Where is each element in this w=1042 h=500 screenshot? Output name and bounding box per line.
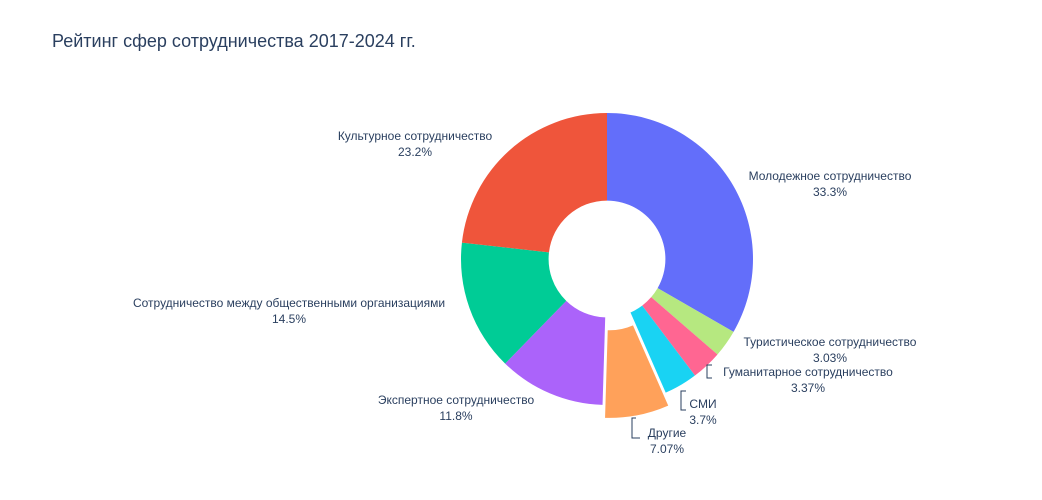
slice-percent-6: 11.8% [439,409,472,423]
slice-name-5: Другие [648,426,687,440]
slice-name-8: Культурное сотрудничество [338,129,493,143]
slice-label-3: Гуманитарное сотрудничество 3.37% [723,365,893,395]
slice-3[interactable] [642,297,718,376]
slice-percent-5: 7.07% [650,442,684,456]
slice-4[interactable] [630,305,695,393]
slice-name-1: Молодежное сотрудничество [749,169,912,183]
slice-label-2: Туристическое сотрудничество 3.03% [744,335,917,365]
slice-name-7: Сотрудничество между общественными орган… [133,296,445,310]
slice-6[interactable] [505,300,606,405]
slice-percent-4: 3.7% [689,413,717,427]
slice-2[interactable] [651,288,734,355]
slice-name-3: Гуманитарное сотрудничество [723,365,893,379]
slice-percent-2: 3.03% [813,351,847,365]
chart-title: Рейтинг сфер сотрудничества 2017-2024 гг… [52,31,416,51]
slice-label-4: СМИ 3.7% [689,397,717,427]
leader-line-5 [631,417,640,439]
slice-1[interactable] [607,113,753,332]
slice-percent-7: 14.5% [272,312,306,326]
slice-label-5: Другие 7.07% [648,426,687,456]
leader-line-3 [706,364,712,379]
slice-percent-1: 33.3% [813,185,847,199]
slice-8[interactable] [461,113,607,253]
slice-name-6: Экспертное сотрудничество [378,393,535,407]
slice-label-8: Культурное сотрудничество 23.2% [338,129,493,159]
slice-7[interactable] [461,242,567,364]
slice-label-1: Молодежное сотрудничество 33.3% [749,169,912,199]
slice-percent-8: 23.2% [398,145,432,159]
leader-line-4 [680,390,686,411]
slice-name-2: Туристическое сотрудничество [744,335,917,349]
slice-5[interactable] [605,325,669,418]
slice-percent-3: 3.37% [791,381,825,395]
slice-label-6: Экспертное сотрудничество 11.8% [378,393,535,423]
slice-label-7: Сотрудничество между общественными орган… [133,296,445,326]
slice-name-4: СМИ [689,397,716,411]
